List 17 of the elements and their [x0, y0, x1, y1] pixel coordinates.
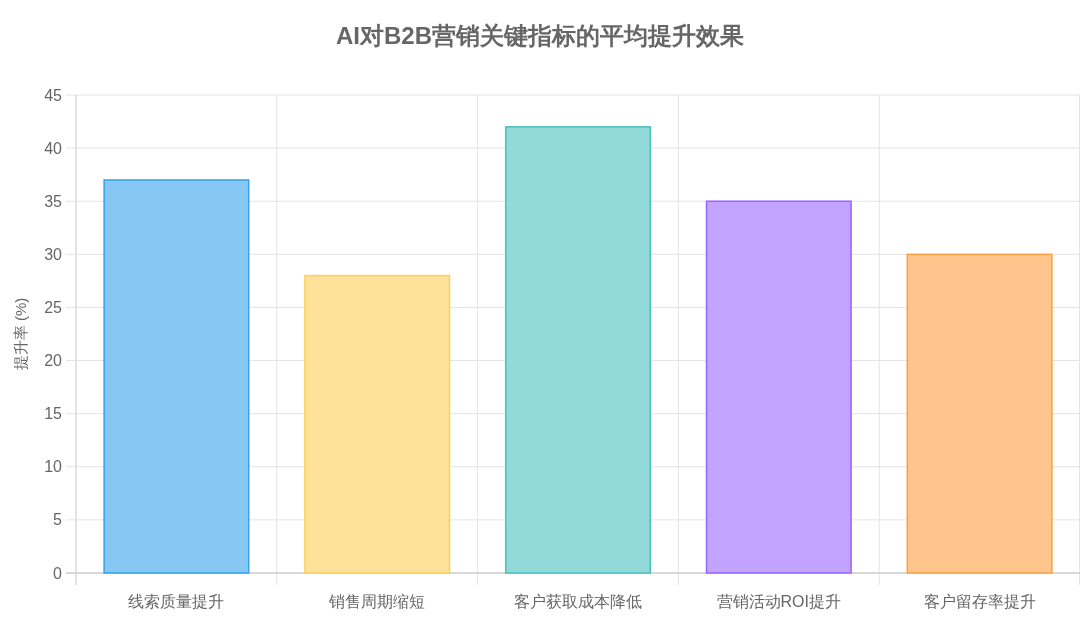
y-tick-label: 0 [53, 564, 63, 582]
y-axis-title: 提升率 (%) [11, 297, 29, 371]
y-tick-label: 45 [44, 86, 63, 104]
y-tick-label: 40 [44, 139, 63, 157]
x-tick-label: 线索质量提升 [128, 592, 225, 610]
y-tick-label: 5 [53, 511, 63, 529]
y-tick-label: 10 [44, 458, 63, 476]
x-tick-label: 客户获取成本降低 [514, 592, 642, 610]
y-tick-label: 15 [44, 405, 63, 423]
x-tick-label: 客户留存率提升 [923, 592, 1036, 610]
y-tick-label: 25 [44, 298, 63, 316]
y-tick-label: 20 [44, 352, 63, 370]
x-tick-label: 销售周期缩短 [328, 592, 426, 610]
chart-title: AI对B2B营销关键指标的平均提升效果 [335, 21, 745, 49]
y-tick-label: 30 [44, 245, 63, 263]
x-tick-label: 营销活动ROI提升 [716, 592, 842, 610]
y-tick-label: 35 [44, 192, 63, 210]
